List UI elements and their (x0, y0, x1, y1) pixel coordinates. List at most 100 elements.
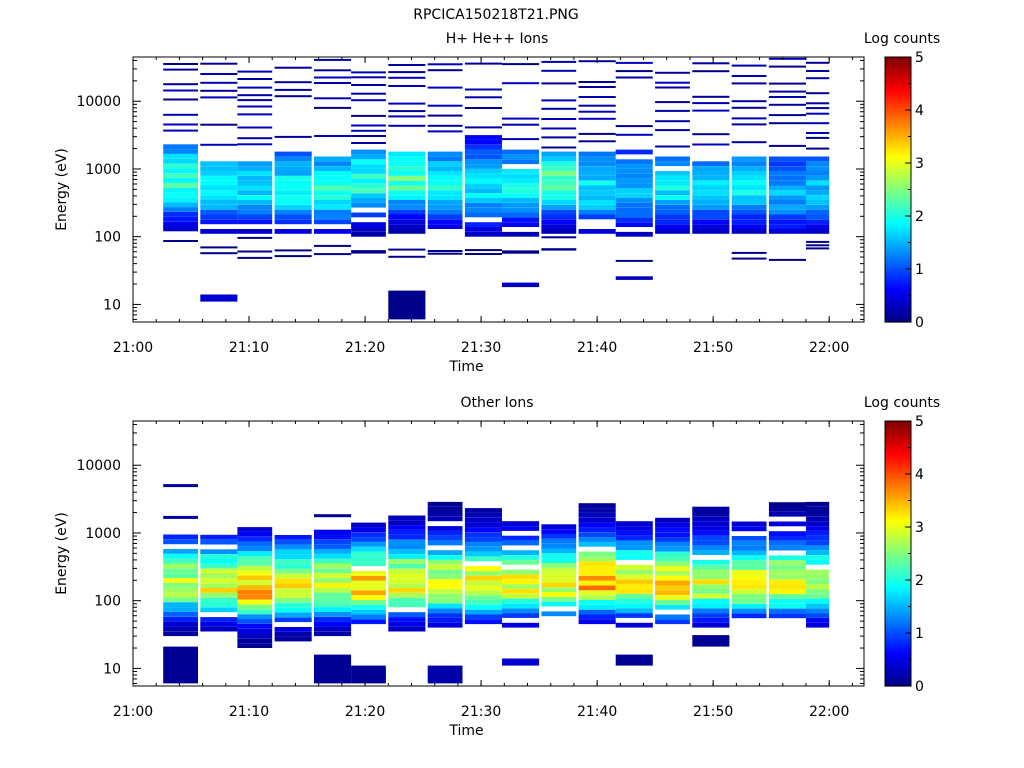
heatmap-cell (806, 122, 830, 125)
heatmap-cell (655, 600, 690, 605)
heatmap-cell (806, 195, 830, 200)
heatmap-cell (163, 216, 198, 222)
heatmap-cell (388, 530, 426, 535)
colorbar-tick-label: 5 (915, 50, 924, 66)
heatmap-cell (200, 73, 238, 75)
colorbar-swatch (885, 271, 911, 275)
heatmap-cell (502, 123, 540, 126)
heatmap-cell (388, 166, 426, 171)
heatmap-cell (351, 222, 386, 227)
heatmap-cell (615, 276, 653, 280)
heatmap-cell (351, 251, 386, 254)
colorbar-swatch (885, 227, 911, 230)
colorbar-swatch (885, 555, 911, 559)
colorbar-swatch (885, 679, 911, 683)
heatmap-cell (314, 611, 352, 617)
heatmap-cell (692, 516, 730, 522)
colorbar-swatch (885, 229, 911, 233)
heatmap-cell (351, 227, 386, 232)
heatmap-cell (768, 200, 806, 205)
colorbar-swatch (885, 650, 911, 654)
x-axis: 21:00 21:10 21:20 21:30 21:40 21:50 22:00 (113, 57, 853, 356)
heatmap-cell (541, 69, 577, 72)
heatmap-cell (427, 588, 463, 594)
heatmap-cell (427, 114, 463, 117)
heatmap-cell (615, 164, 653, 169)
heatmap-cell (200, 583, 238, 588)
heatmap-cell (200, 534, 238, 540)
heatmap-cell (464, 107, 502, 109)
heatmap-cell (541, 563, 577, 568)
heatmap-cell (768, 579, 806, 585)
colorbar-swatch (885, 147, 911, 151)
heatmap-cell (464, 88, 502, 91)
heatmap-cell (314, 587, 352, 593)
heatmap-cell (502, 588, 540, 594)
colorbar-swatch (885, 571, 911, 574)
colorbar-swatch (885, 220, 911, 224)
heatmap-cell (464, 517, 502, 523)
heatmap-cell (578, 537, 616, 542)
colorbar-swatch (885, 125, 911, 129)
heatmap-cell (163, 240, 198, 242)
colorbar-tick-label: 2 (915, 209, 924, 225)
heatmap-cell (541, 538, 577, 544)
heatmap-cell (163, 578, 198, 583)
heatmap-cell (768, 584, 806, 590)
heatmap-cell (388, 76, 426, 79)
heatmap-cell (427, 104, 463, 107)
heatmap-cell (655, 129, 690, 132)
y-tick-label: 1000 (85, 526, 121, 542)
heatmap-cell (806, 136, 830, 139)
heatmap-cell (768, 569, 806, 575)
chart-panel-1: 21:00 21:10 21:20 21:30 21:40 21:50 22:00 Time 1… (54, 31, 940, 375)
colorbar-swatch (885, 313, 911, 316)
heatmap-cell (427, 574, 463, 580)
colorbar-swatch (885, 580, 911, 583)
heatmap-cell (692, 564, 730, 570)
heatmap-cell (615, 70, 653, 73)
colorbar-swatch (885, 178, 911, 182)
colorbar-swatch (885, 482, 911, 486)
heatmap-cell (237, 590, 273, 595)
heatmap-cell (464, 508, 502, 513)
heatmap-cell (427, 130, 463, 133)
heatmap-cell (464, 590, 502, 596)
colorbar-swatch (885, 652, 911, 656)
heatmap-cell (806, 608, 830, 614)
heatmap-cell (237, 137, 273, 140)
heatmap-cell (502, 173, 540, 179)
colorbar-swatch (885, 295, 911, 299)
heatmap-cell (806, 516, 830, 522)
heatmap-cell (655, 532, 690, 538)
heatmap-cell (768, 608, 806, 614)
heatmap-cell (314, 200, 352, 205)
heatmap-cell (200, 602, 238, 608)
heatmap-cell (200, 294, 238, 302)
colorbar-swatch (885, 118, 911, 122)
heatmap-cell (274, 229, 312, 234)
heatmap-cell (274, 636, 312, 642)
colorbar-swatch (885, 98, 911, 102)
colorbar-swatch (885, 434, 911, 438)
colorbar-swatch (885, 626, 911, 630)
heatmap-cell (502, 282, 540, 288)
heatmap-cell (200, 592, 238, 598)
heatmap-cell (731, 608, 767, 614)
colorbar-tick-label: 4 (915, 467, 924, 483)
heatmap-cell (768, 507, 806, 512)
heatmap-cell (655, 604, 690, 610)
colorbar-swatch (885, 224, 911, 228)
colorbar-swatch (885, 68, 911, 71)
heatmap-cell (464, 198, 502, 203)
heatmap-cell (502, 569, 540, 575)
heatmap-cell (502, 207, 540, 213)
heatmap-cell (237, 161, 273, 167)
heatmap-cell (502, 584, 540, 589)
colorbar-swatch (885, 628, 911, 632)
heatmap-cell (464, 604, 502, 610)
heatmap-cell (806, 584, 830, 589)
heatmap-cell (692, 171, 730, 176)
heatmap-cell (541, 214, 577, 220)
heatmap-cell (615, 149, 653, 155)
